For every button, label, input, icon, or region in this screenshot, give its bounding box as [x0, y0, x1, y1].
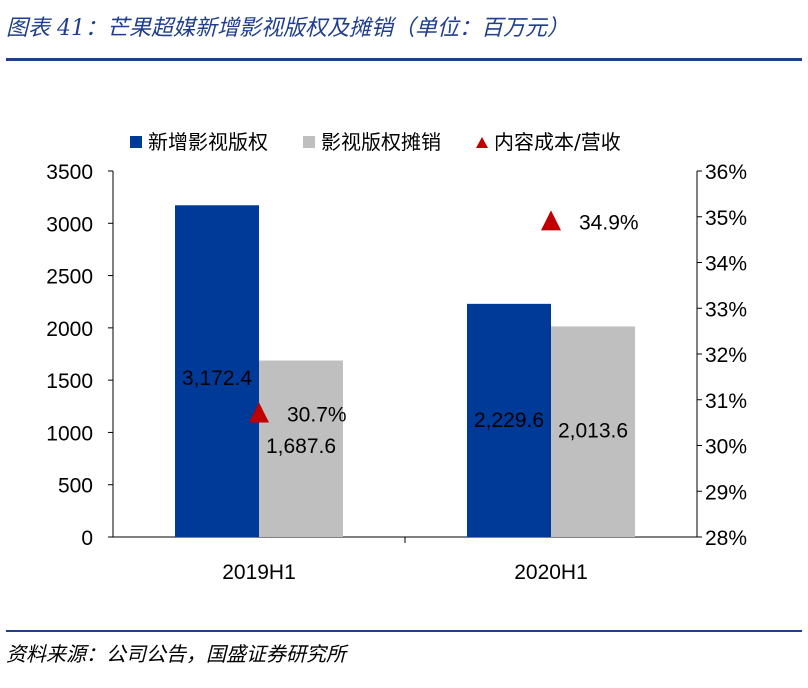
- source-note: 资料来源：公司公告，国盛证券研究所: [6, 642, 346, 666]
- left-tick-label: 2000: [46, 318, 93, 341]
- chart: 0 500 1000 1500 2000 2500 3000 3500 28% 29% 30% 31%…: [46, 130, 747, 584]
- data-label-amortization: 1,687.6: [266, 435, 336, 458]
- right-tick-label: 33%: [705, 298, 747, 321]
- legend-swatch-content-cost-ratio: [476, 137, 488, 148]
- legend-label-content-cost-ratio: 内容成本/营收: [494, 130, 621, 154]
- legend-label-amortization: 影视版权摊销: [321, 130, 441, 154]
- title-rule: [6, 58, 802, 61]
- left-tick-label: 2500: [46, 266, 93, 289]
- data-label-new-rights: 2,229.6: [474, 409, 544, 432]
- left-tick-label: 500: [58, 475, 93, 498]
- data-label-new-rights: 3,172.4: [182, 367, 252, 390]
- right-tick-label: 31%: [705, 390, 747, 413]
- left-tick-label: 1000: [46, 422, 93, 445]
- legend-swatch-new-rights: [130, 136, 142, 148]
- legend-swatch-amortization: [303, 136, 315, 148]
- right-tick-label: 34%: [705, 253, 747, 276]
- bar-new-rights: [175, 205, 259, 537]
- right-tick-label: 32%: [705, 344, 747, 367]
- data-label-content-cost-ratio: 34.9%: [579, 211, 639, 234]
- x-tick-label: 2019H1: [222, 561, 296, 584]
- left-tick-label: 0: [81, 527, 93, 550]
- left-tick-label: 3500: [46, 161, 93, 184]
- right-tick-label: 29%: [705, 481, 747, 504]
- bar-amortization: [551, 326, 635, 537]
- bar-amortization: [259, 360, 343, 537]
- data-label-amortization: 2,013.6: [558, 419, 628, 442]
- x-tick-label: 2020H1: [514, 561, 588, 584]
- right-tick-label: 36%: [705, 161, 747, 184]
- bar-new-rights: [467, 303, 551, 537]
- legend-label-new-rights: 新增影视版权: [148, 130, 268, 154]
- source-rule: [6, 630, 802, 632]
- data-label-content-cost-ratio: 30.7%: [287, 403, 347, 426]
- right-tick-label: 30%: [705, 436, 747, 459]
- marker-content-cost-ratio: [541, 210, 561, 231]
- right-tick-label: 28%: [705, 527, 747, 550]
- marker-content-cost-ratio: [249, 402, 269, 423]
- figure-title: 图表 41：芒果超媒新增影视版权及摊销（单位：百万元）: [6, 16, 569, 41]
- left-tick-label: 3000: [46, 213, 93, 236]
- left-tick-label: 1500: [46, 370, 93, 393]
- right-tick-label: 35%: [705, 207, 747, 230]
